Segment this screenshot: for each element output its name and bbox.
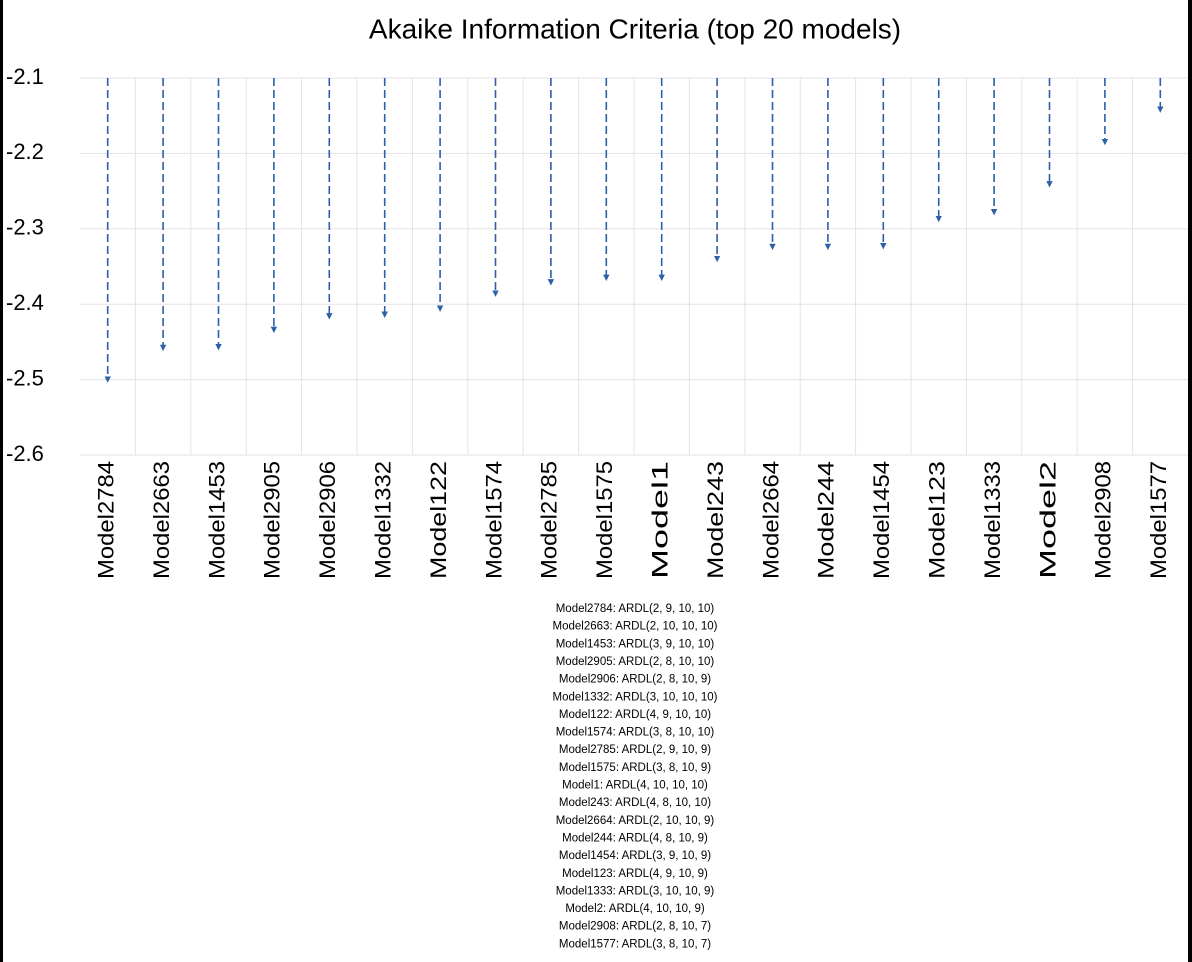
x-tick-label: Model123 xyxy=(925,461,950,579)
model-note: Model1574: ARDL(3, 8, 10, 10) xyxy=(556,727,715,739)
model-note: Model123: ARDL(4, 9, 10, 9) xyxy=(562,868,708,880)
model-note: Model1333: ARDL(3, 10, 10, 9) xyxy=(556,885,715,897)
model-note: Model2905: ARDL(2, 8, 10, 10) xyxy=(556,656,715,668)
model-note: Model2664: ARDL(2, 10, 10, 9) xyxy=(556,815,715,827)
x-tick-label: Model2663 xyxy=(149,461,174,579)
x-tick-label: Model2785 xyxy=(537,461,562,579)
model-note: Model1332: ARDL(3, 10, 10, 10) xyxy=(553,691,718,703)
model-note: Model2663: ARDL(2, 10, 10, 10) xyxy=(553,621,718,633)
x-tick-label: Model244 xyxy=(814,461,839,579)
x-tick-label: Model1575 xyxy=(592,461,617,579)
model-note: Model1: ARDL(4, 10, 10, 10) xyxy=(562,780,708,792)
x-tick-label: Model2908 xyxy=(1091,461,1116,579)
x-tick-label: Model2906 xyxy=(315,461,340,579)
model-note: Model244: ARDL(4, 8, 10, 9) xyxy=(562,832,708,844)
x-tick-label: Model1453 xyxy=(204,461,229,579)
model-note: Model2908: ARDL(2, 8, 10, 7) xyxy=(559,921,711,933)
y-tick-label: -2.5 xyxy=(6,365,44,390)
y-tick-label: -2.6 xyxy=(6,441,44,466)
y-tick-label: -2.4 xyxy=(6,290,44,315)
model-note: Model2784: ARDL(2, 9, 10, 10) xyxy=(556,603,715,615)
left-border xyxy=(0,0,3,962)
y-tick-label: -2.1 xyxy=(6,64,44,89)
x-tick-label: Model1577 xyxy=(1146,461,1171,579)
model-note: Model122: ARDL(4, 9, 10, 10) xyxy=(559,709,711,721)
x-tick-label: Model1574 xyxy=(481,461,506,579)
x-tick-label: Model1454 xyxy=(869,461,894,579)
chart-title: Akaike Information Criteria (top 20 mode… xyxy=(369,13,901,44)
x-tick-label: Model1333 xyxy=(980,461,1005,579)
y-tick-label: -2.2 xyxy=(6,139,44,164)
y-tick-label: -2.3 xyxy=(6,215,44,240)
x-tick-label: Model2905 xyxy=(260,461,285,579)
x-tick-label: Model2 xyxy=(1035,461,1060,579)
x-tick-label: Model243 xyxy=(703,461,728,579)
model-note: Model2906: ARDL(2, 8, 10, 9) xyxy=(559,674,711,686)
model-note: Model243: ARDL(4, 8, 10, 10) xyxy=(559,797,711,809)
x-tick-label: Model2664 xyxy=(758,461,783,579)
x-tick-label: Model1332 xyxy=(371,461,396,579)
model-note: Model1453: ARDL(3, 9, 10, 10) xyxy=(556,638,715,650)
right-border xyxy=(1188,0,1192,962)
model-note: Model1577: ARDL(3, 8, 10, 7) xyxy=(559,938,711,950)
model-note: Model1454: ARDL(3, 9, 10, 9) xyxy=(559,850,711,862)
x-tick-label: Model2784 xyxy=(94,461,119,579)
model-note: Model2: ARDL(4, 10, 10, 9) xyxy=(565,903,705,915)
model-note: Model1575: ARDL(3, 8, 10, 9) xyxy=(559,762,711,774)
x-tick-label: Model122 xyxy=(426,461,451,579)
model-note: Model2785: ARDL(2, 9, 10, 9) xyxy=(559,744,711,756)
x-tick-label: Model1 xyxy=(648,461,673,579)
